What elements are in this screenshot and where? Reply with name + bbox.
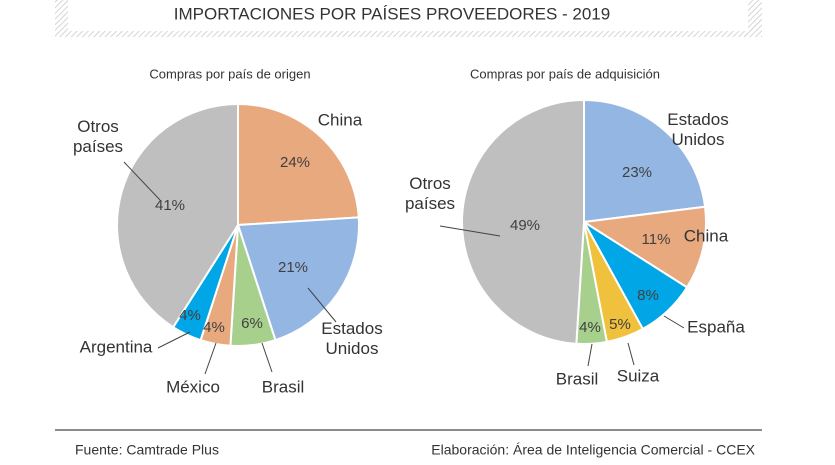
slice-value-label: 21%	[278, 259, 308, 276]
credit: Elaboración: Área de Inteligencia Comerc…	[431, 442, 755, 458]
title-box	[68, 0, 748, 31]
leader-line	[307, 287, 337, 323]
slice-value-label: 11%	[642, 231, 671, 248]
pie-subtitle: Compras por país de origen	[149, 66, 310, 81]
leader-line	[663, 315, 685, 329]
slice-value-label: 8%	[637, 287, 659, 304]
pie-slice	[583, 98, 707, 224]
slice-category-label: Argentina	[80, 337, 153, 356]
pie-slice	[236, 216, 360, 342]
slice-category-label: Brasil	[262, 377, 305, 396]
slice-category-label: China	[318, 110, 363, 129]
pie-slice	[237, 102, 360, 227]
leader-line	[123, 161, 161, 201]
slice-value-label: 4%	[179, 307, 201, 324]
pie-slice	[461, 98, 585, 345]
slice-value-label: 6%	[241, 315, 263, 332]
slice-category-label: Brasil	[556, 369, 599, 388]
slice-category-label: México	[166, 377, 220, 396]
slice-value-label: 41%	[155, 197, 185, 214]
slice-category-label: Otros países	[73, 117, 123, 156]
slice-value-label: 5%	[609, 316, 631, 333]
leader-line	[439, 225, 501, 237]
slice-value-label: 24%	[280, 154, 310, 171]
slice-category-label: Estados Unidos	[667, 110, 728, 149]
slice-value-label: 23%	[622, 164, 652, 181]
leader-line	[261, 342, 273, 373]
chart-title: IMPORTACIONES POR PAÍSES PROVEEDORES - 2…	[174, 4, 610, 23]
slice-category-label: Suiza	[617, 366, 660, 385]
slice-category-label: Estados Unidos	[321, 319, 382, 358]
pie-slice	[116, 102, 239, 329]
slice-value-label: 49%	[510, 217, 540, 234]
leader-line	[204, 342, 217, 375]
source: Fuente: Camtrade Plus	[75, 442, 219, 458]
slice-value-label: 4%	[579, 319, 601, 336]
pie-slice	[581, 205, 707, 289]
slice-category-label: China	[684, 226, 729, 245]
slice-category-label: España	[687, 317, 745, 336]
slice-value-label: 4%	[203, 319, 225, 336]
pie-subtitle: Compras por país de adquisición	[470, 66, 660, 81]
leader-line	[157, 331, 191, 349]
slice-category-label: Otros países	[405, 174, 455, 213]
leader-line	[587, 343, 593, 367]
leader-line	[627, 342, 635, 366]
